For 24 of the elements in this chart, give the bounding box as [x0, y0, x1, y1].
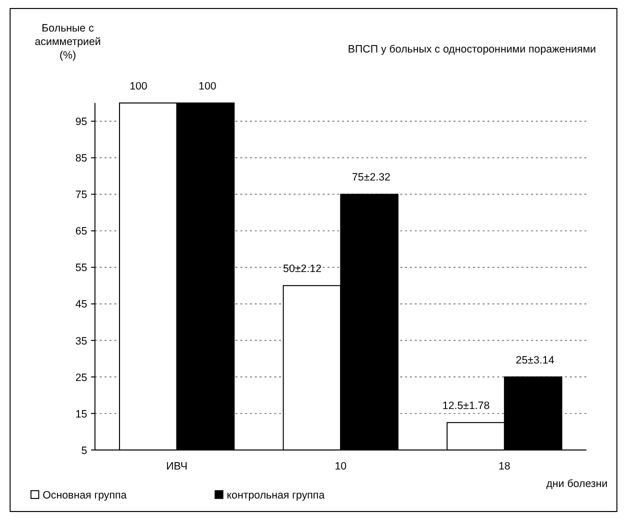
x-axis-title: дни болезни [546, 478, 608, 490]
x-tick-label: ИВЧ [166, 460, 188, 472]
data-label: 12.5±1.78 [442, 400, 490, 412]
chart-title: ВПСП у больных с односторонними поражениями [348, 44, 596, 56]
y-tick-label: 65 [75, 226, 88, 238]
y-axis-title: Больные с асимметрией (%) [34, 22, 101, 62]
y-tick-label: 15 [75, 408, 88, 420]
data-label: 25±3.14 [516, 354, 554, 366]
y-tick-label: 45 [75, 298, 88, 311]
x-tick-label: 18 [498, 460, 510, 472]
y-tick-label: 25 [75, 372, 88, 384]
data-label: 100 [130, 80, 148, 92]
y-tick-label: 95 [75, 116, 88, 128]
data-label: 75±2.32 [352, 172, 391, 184]
data-label: 50±2.12 [283, 263, 322, 276]
y-tick-label: 85 [75, 152, 88, 165]
y-tick-label: 75 [75, 189, 88, 202]
legend-label: Основная группа [42, 489, 127, 502]
y-tick-label: 5 [81, 444, 88, 457]
legend-label: контрольная группа [226, 489, 325, 502]
y-tick-label: 55 [75, 262, 88, 274]
y-tick-label: 35 [75, 335, 88, 348]
data-label: 100 [198, 80, 216, 92]
x-tick-label: 10 [334, 460, 347, 472]
